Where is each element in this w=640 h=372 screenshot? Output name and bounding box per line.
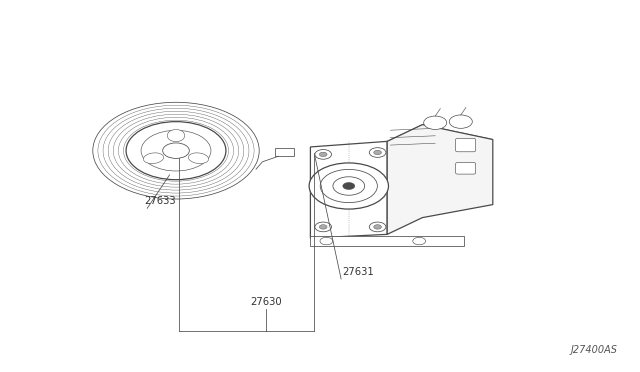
Text: J27400AS: J27400AS xyxy=(571,345,618,355)
Text: 27633: 27633 xyxy=(144,196,175,206)
Circle shape xyxy=(319,152,327,157)
Polygon shape xyxy=(387,125,493,234)
Polygon shape xyxy=(387,125,493,156)
Circle shape xyxy=(168,146,184,155)
Circle shape xyxy=(369,222,386,232)
Ellipse shape xyxy=(167,129,185,142)
Text: 27630: 27630 xyxy=(250,297,282,307)
Circle shape xyxy=(141,130,211,171)
Ellipse shape xyxy=(143,153,164,164)
Circle shape xyxy=(319,225,327,229)
Circle shape xyxy=(343,183,355,189)
Circle shape xyxy=(369,148,386,157)
FancyBboxPatch shape xyxy=(456,138,476,152)
Circle shape xyxy=(413,237,426,245)
Text: 27631: 27631 xyxy=(342,267,374,277)
Circle shape xyxy=(315,150,332,159)
Circle shape xyxy=(309,163,388,209)
FancyBboxPatch shape xyxy=(456,163,476,174)
Circle shape xyxy=(374,150,381,155)
Circle shape xyxy=(374,225,381,229)
Ellipse shape xyxy=(188,153,209,164)
FancyBboxPatch shape xyxy=(310,236,464,246)
Circle shape xyxy=(126,122,226,180)
Circle shape xyxy=(320,237,333,245)
FancyBboxPatch shape xyxy=(275,148,294,156)
Polygon shape xyxy=(310,141,387,238)
Circle shape xyxy=(449,115,472,128)
Circle shape xyxy=(315,222,332,232)
Circle shape xyxy=(163,143,189,158)
Circle shape xyxy=(424,116,447,129)
